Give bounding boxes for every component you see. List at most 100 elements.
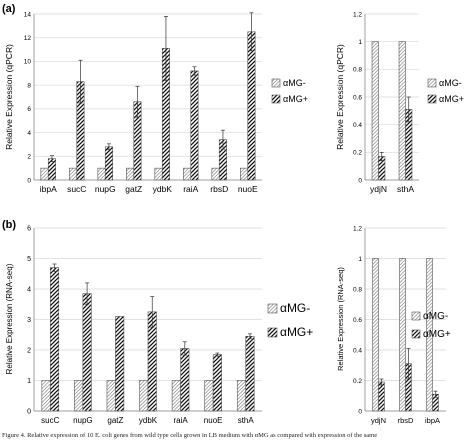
x-tick-label-nuoE: nuoE bbox=[204, 416, 223, 425]
bar-amg-minus-nupG bbox=[97, 167, 106, 181]
bar-amg-minus-nuoE bbox=[240, 167, 249, 181]
bar-amg-minus-sthA bbox=[236, 380, 247, 412]
y-tick-label: 0 bbox=[358, 408, 362, 415]
legend-swatch-amg-plus bbox=[267, 327, 278, 338]
bar-amg-minus-sthA bbox=[398, 41, 406, 181]
x-tick-label-ydjN: ydjN bbox=[371, 416, 386, 425]
y-tick-label: 0.4 bbox=[353, 347, 362, 354]
y-tick-label: 0.2 bbox=[353, 150, 362, 157]
panel-b-rnaseq-repressed: 0 0.2 0.4 0.6 0.8 1 1.2 Relative Expression (RN… bbox=[336, 225, 451, 425]
bar-amg-minus-ydbK bbox=[154, 167, 163, 181]
y-tick-label: 6 bbox=[27, 106, 31, 113]
legend-swatch-amg-plus bbox=[427, 94, 437, 104]
y-tick-label: 10 bbox=[24, 59, 32, 66]
bar-amg-plus-nuoE bbox=[247, 31, 256, 181]
x-tick-label-nuoE: nuoE bbox=[238, 184, 258, 194]
bar-amg-plus-ydjN bbox=[378, 381, 385, 412]
x-tick-label-rbsD: rbsD bbox=[398, 416, 414, 425]
x-tick-label-sthA: sthA bbox=[238, 416, 255, 425]
legend-swatch-amg-minus bbox=[411, 311, 421, 321]
y-tick-label: 4 bbox=[27, 130, 31, 137]
y-tick-label: 14 bbox=[24, 11, 32, 18]
legend-label-amg-plus: αMG+ bbox=[283, 94, 308, 104]
y-tick-label: 8 bbox=[27, 82, 31, 89]
legend-label-amg-plus: αMG+ bbox=[423, 329, 451, 340]
y-tick-label: 0.6 bbox=[353, 317, 362, 324]
legend-label-amg-minus: αMG- bbox=[280, 301, 310, 315]
bar-amg-minus-rbsD bbox=[211, 167, 220, 181]
bar-amg-minus-ydjN bbox=[371, 41, 379, 181]
y-tick-label: 1.2 bbox=[353, 11, 362, 18]
x-tick-label-sucC: sucC bbox=[41, 416, 59, 425]
legend-label-amg-minus: αMG- bbox=[283, 78, 306, 88]
bar-amg-minus-nupG bbox=[74, 380, 84, 412]
bar-amg-plus-sucC bbox=[49, 267, 60, 412]
legend-swatch-amg-minus bbox=[271, 78, 281, 88]
bar-amg-minus-gatZ bbox=[106, 380, 116, 412]
y-tick-label: 0 bbox=[27, 177, 31, 184]
bar-amg-minus-ibpA bbox=[40, 167, 49, 181]
x-tick-label-rbsD: rbsD bbox=[210, 184, 228, 194]
y-tick-label: 2 bbox=[27, 347, 31, 354]
y-tick-label: 5 bbox=[27, 256, 31, 263]
y-tick-label: 1 bbox=[358, 256, 362, 263]
x-tick-label-ibpA: ibpA bbox=[40, 184, 57, 194]
bar-amg-plus-nuoE bbox=[212, 354, 222, 412]
y-tick-label: 6 bbox=[27, 225, 31, 232]
legend-label-amg-plus: αMG+ bbox=[280, 325, 313, 339]
x-tick-label-gatZ: gatZ bbox=[107, 416, 123, 425]
bar-amg-minus-ibpA bbox=[426, 258, 433, 412]
y-tick-label: 3 bbox=[27, 317, 31, 324]
bar-amg-plus-raiA bbox=[180, 348, 190, 412]
x-tick-label-ydjN: ydjN bbox=[370, 184, 387, 194]
y-axis-label: Relative Expression (qPCR) bbox=[335, 44, 345, 150]
figure-caption: Figure 4. Relative expression of 10 E. c… bbox=[2, 432, 378, 439]
y-axis-label: Relative Expression (qPCR) bbox=[4, 44, 14, 150]
legend-swatch-amg-plus bbox=[411, 329, 421, 339]
legend-label-amg-minus: αMG- bbox=[439, 78, 462, 88]
bar-amg-minus-sucC bbox=[41, 380, 51, 412]
bar-amg-minus-raiA bbox=[171, 380, 181, 412]
y-tick-label: 0 bbox=[27, 408, 31, 415]
x-tick-label-gatZ: gatZ bbox=[125, 184, 142, 194]
y-tick-label: 0.4 bbox=[353, 122, 362, 129]
legend-swatch-amg-minus bbox=[267, 303, 278, 314]
bar-amg-minus-ydbK bbox=[139, 380, 149, 412]
legend-swatch-amg-plus bbox=[271, 94, 281, 104]
bar-amg-minus-ydjN bbox=[372, 258, 379, 412]
x-tick-label-nupG: nupG bbox=[95, 184, 116, 194]
panel-b-rnaseq-induced: 0 1 2 3 4 5 6 Relative Expression (RNA-seq) sucC… bbox=[5, 225, 313, 425]
panel-label-b: (b) bbox=[2, 219, 16, 231]
y-tick-label: 1 bbox=[27, 378, 31, 385]
y-tick-label: 0.8 bbox=[353, 286, 362, 293]
y-axis-label: Relative Expression (RNA-seq) bbox=[5, 263, 14, 374]
bar-amg-minus-sucC bbox=[69, 167, 78, 181]
y-tick-label: 0.8 bbox=[353, 67, 362, 74]
panel-a-qpcr-induced: 0 2 4 6 8 10 12 14 Relative Expression (qPCR) ibp… bbox=[4, 11, 308, 194]
x-tick-label-ydbK: ydbK bbox=[139, 416, 158, 425]
x-tick-label-ydbK: ydbK bbox=[153, 184, 173, 194]
panel-label-a: (a) bbox=[2, 3, 16, 15]
bar-amg-minus-raiA bbox=[183, 167, 192, 181]
bar-amg-plus-gatZ bbox=[115, 316, 125, 412]
y-tick-label: 0.2 bbox=[353, 378, 362, 385]
y-tick-label: 1 bbox=[358, 39, 362, 46]
bar-amg-plus-sthA bbox=[245, 335, 255, 412]
bar-amg-minus-gatZ bbox=[126, 167, 135, 181]
y-tick-label: 0.6 bbox=[353, 94, 362, 101]
y-tick-label: 1.2 bbox=[353, 225, 362, 232]
bar-amg-minus-nuoE bbox=[204, 380, 214, 412]
y-tick-label: 0 bbox=[358, 177, 362, 184]
bar-amg-plus-raiA bbox=[190, 70, 199, 181]
y-tick-label: 4 bbox=[27, 286, 31, 293]
legend-label-amg-minus: αMG- bbox=[423, 311, 448, 322]
bar-amg-minus-rbsD bbox=[399, 258, 406, 412]
x-tick-label-sthA: sthA bbox=[397, 184, 414, 194]
legend-swatch-amg-minus bbox=[427, 78, 437, 88]
panel-a-qpcr-repressed: 0 0.2 0.4 0.6 0.8 1 1.2 Relative Expression (qP… bbox=[335, 11, 464, 194]
bar-amg-plus-nupG bbox=[104, 146, 113, 181]
x-tick-label-nupG: nupG bbox=[73, 416, 93, 425]
y-tick-label: 2 bbox=[27, 154, 31, 161]
y-tick-label: 12 bbox=[24, 35, 32, 42]
